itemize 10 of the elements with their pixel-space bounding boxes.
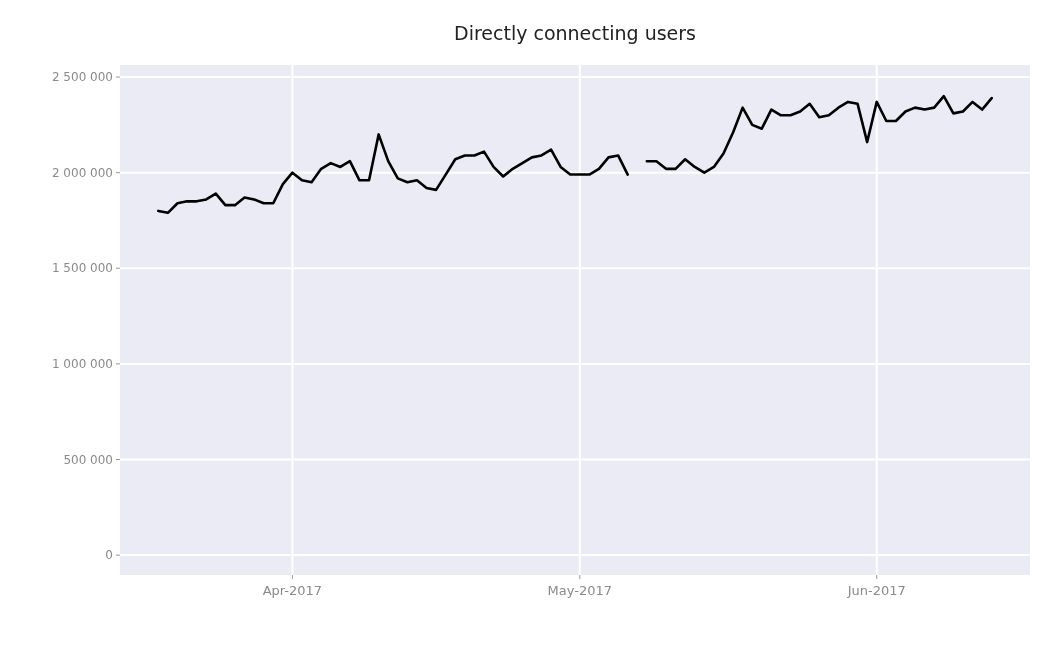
chart-title: Directly connecting users — [454, 22, 696, 44]
x-tick-label: Jun-2017 — [846, 583, 906, 598]
y-tick-label: 0 — [105, 548, 113, 563]
x-tick-label: May-2017 — [547, 583, 613, 598]
y-tick-label: 2 000 000 — [51, 165, 113, 180]
y-tick-label: 500 000 — [63, 452, 113, 467]
y-tick-label: 2 500 000 — [51, 70, 113, 85]
x-tick-label: Apr-2017 — [262, 583, 323, 598]
y-tick-label: 1 500 000 — [51, 261, 113, 276]
y-tick-label: 1 000 000 — [51, 357, 113, 372]
